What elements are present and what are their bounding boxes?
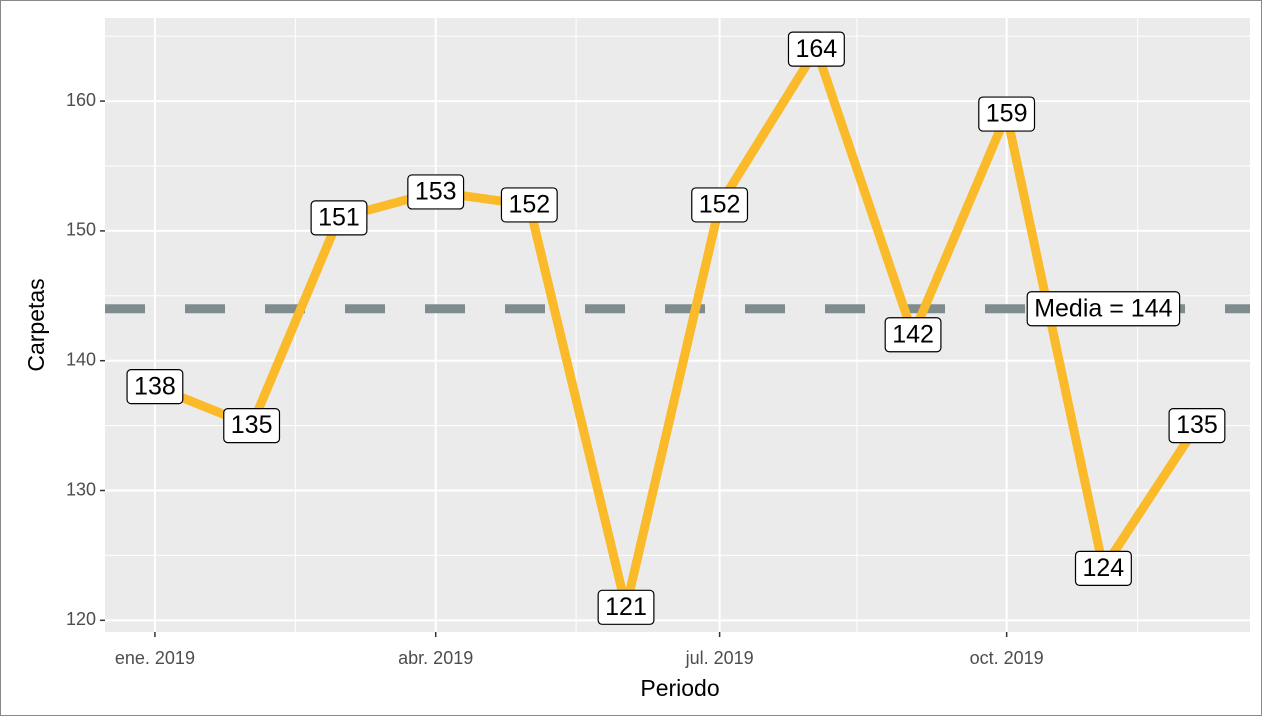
x-tick-label: oct. 2019 [970, 648, 1044, 668]
data-label-box [597, 589, 655, 625]
x-tick-label: jul. 2019 [685, 648, 754, 668]
data-label-group: 159 [978, 96, 1036, 132]
data-label-group: 135 [223, 408, 281, 444]
data-label-box [407, 174, 465, 210]
data-label-box [1168, 408, 1226, 444]
data-label-group: 135 [1168, 408, 1226, 444]
data-label: 151 [318, 204, 360, 232]
data-label: 152 [699, 191, 741, 219]
mean-label-group: Media = 144 [1026, 291, 1181, 327]
data-label: 124 [1083, 554, 1125, 582]
data-label-group: 121 [597, 589, 655, 625]
x-axis-title: Periodo [640, 675, 719, 701]
y-tick-label: 140 [66, 349, 96, 369]
data-label-group: 152 [691, 187, 749, 223]
mean-label: Media = 144 [1034, 294, 1172, 322]
y-tick-label: 150 [66, 220, 96, 240]
data-label: 142 [892, 320, 934, 348]
data-label-box [884, 317, 942, 353]
data-label: 121 [605, 593, 647, 621]
data-label: 138 [134, 372, 176, 400]
x-tick-label: abr. 2019 [398, 648, 473, 668]
data-label: 153 [415, 178, 457, 206]
data-label: 135 [231, 411, 273, 439]
data-label: 164 [795, 35, 837, 63]
data-label: 135 [1176, 411, 1218, 439]
y-tick-label: 160 [66, 90, 96, 110]
data-label-box [310, 200, 368, 236]
data-label-box [223, 408, 281, 444]
data-label-box [126, 369, 184, 405]
data-label: 152 [508, 191, 550, 219]
data-label-group: 138 [126, 369, 184, 405]
data-label-box [787, 31, 845, 67]
data-label-group: 142 [884, 317, 942, 353]
data-label-group: 164 [787, 31, 845, 67]
data-label-box [978, 96, 1036, 132]
data-label: 159 [986, 100, 1028, 128]
data-label-box [500, 187, 558, 223]
x-tick-label: ene. 2019 [115, 648, 195, 668]
mean-label-box [1026, 291, 1181, 327]
data-label-box [691, 187, 749, 223]
data-label-group: 151 [310, 200, 368, 236]
series-line [153, 44, 1201, 612]
y-axis-title: Carpetas [23, 278, 49, 371]
y-tick-label: 120 [66, 609, 96, 629]
data-label-group: 152 [500, 187, 558, 223]
data-label-box [1074, 550, 1132, 586]
data-label-group: 124 [1074, 550, 1132, 586]
y-tick-label: 130 [66, 479, 96, 499]
data-label-group: 153 [407, 174, 465, 210]
